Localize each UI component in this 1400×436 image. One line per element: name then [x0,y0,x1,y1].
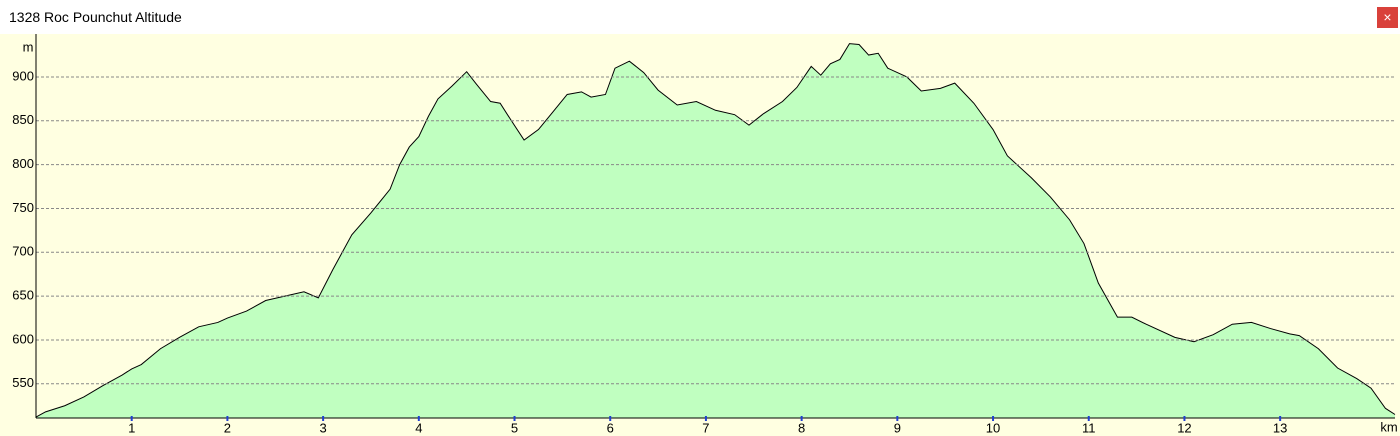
y-axis-label: m [23,39,34,54]
area-line [35,43,1396,418]
x-tick-label: 6 [607,420,614,435]
x-axis-label: km [1380,419,1397,434]
x-tick-label: 5 [511,420,518,435]
y-tick-label: 850 [12,112,34,127]
y-tick-label: 650 [12,288,34,303]
y-tick-label: 800 [12,156,34,171]
x-tick-label: 8 [798,420,805,435]
x-tick-label: 1 [128,420,135,435]
area-fill [36,43,1395,419]
y-tick-label: 750 [12,200,34,215]
x-tick-label: 9 [894,420,901,435]
x-tick-label: 12 [1177,420,1191,435]
close-button[interactable]: × [1377,7,1398,28]
x-tick-label: 13 [1273,420,1287,435]
x-tick-label: 4 [415,420,422,435]
x-tick-label: 10 [986,420,1000,435]
x-tick-label: 7 [702,420,709,435]
x-tick-label: 2 [224,420,231,435]
window-title: 1328 Roc Pounchut Altitude [9,9,182,25]
y-tick-label: 700 [12,244,34,259]
x-tick-label: 11 [1082,420,1096,435]
y-tick-label: 900 [12,68,34,83]
y-tick-label: 550 [12,375,34,390]
title-bar: 1328 Roc Pounchut Altitude × [0,0,1400,34]
y-tick-label: 600 [12,331,34,346]
x-tick-label: 3 [319,420,326,435]
